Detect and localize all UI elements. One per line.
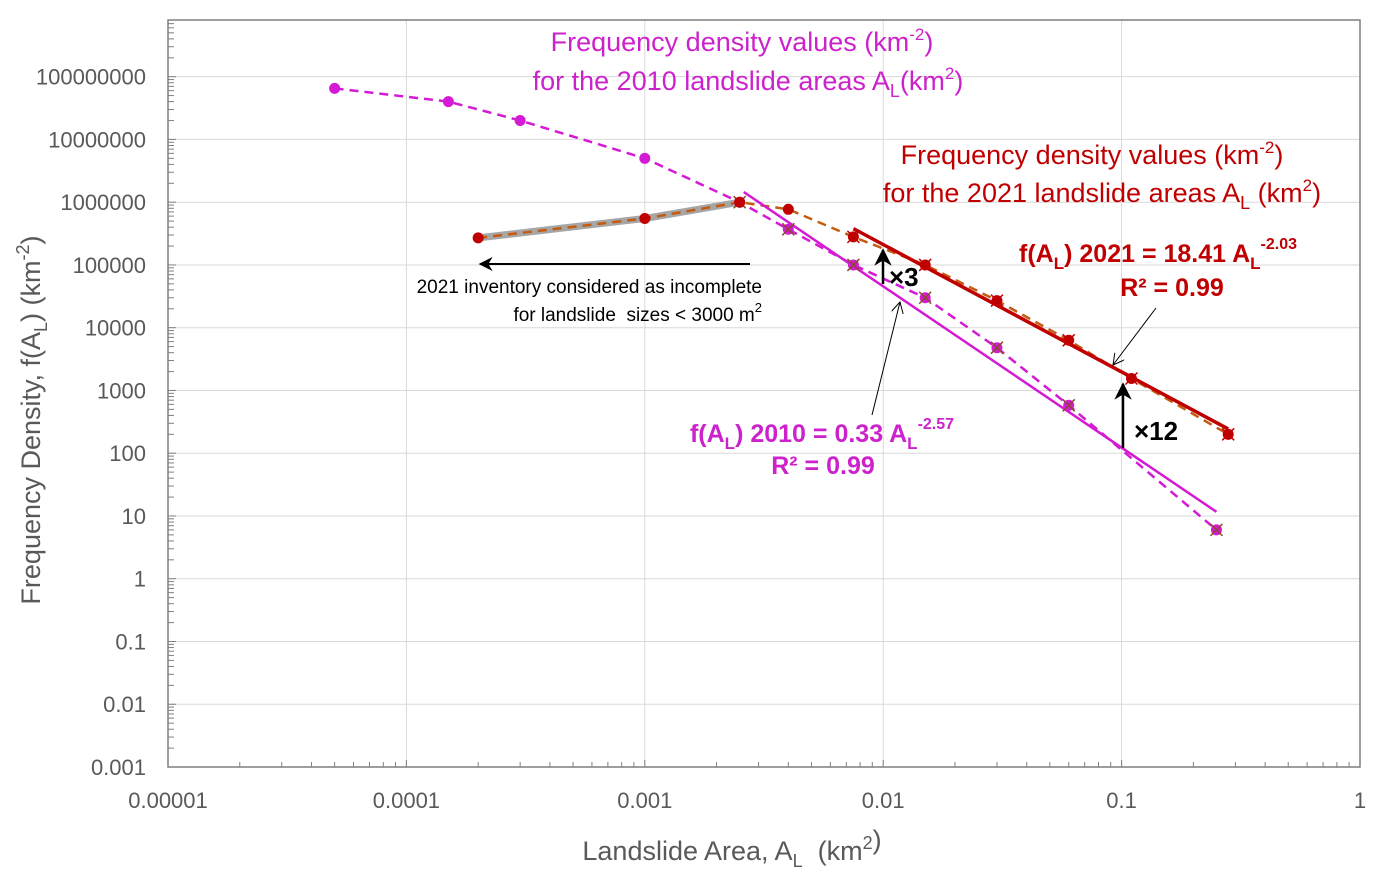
series-2010-point-cross [918, 291, 932, 305]
fit-equation-2010: f(AL) 2010 = 0.33 AL-2.57 [690, 416, 954, 453]
y-tick-label: 100 [109, 441, 146, 466]
minor-ticks [167, 19, 1350, 768]
y-tick-label: 1000 [97, 378, 146, 403]
annotation-2021-title-line2: for the 2021 landslide areas AL (km2) [883, 176, 1321, 213]
fit-equation-2021: f(AL) 2021 = 18.41 AL-2.03 [1019, 236, 1297, 273]
y-tick-label: 0.001 [91, 755, 146, 780]
x-tick-label: 0.1 [1106, 788, 1137, 813]
incomplete-note-line1: 2021 inventory considered as incomplete [417, 277, 762, 298]
series-2021-point-cross [846, 230, 860, 244]
series-2021-point [639, 212, 651, 224]
x-tick-label: 0.001 [617, 788, 672, 813]
series-2021-point-cross [1062, 333, 1076, 347]
leader-line-2021 [1113, 307, 1157, 365]
series-2021-point [472, 232, 484, 244]
y-tick-label: 100000 [73, 253, 146, 278]
x-tick-label: 1 [1354, 788, 1366, 813]
data-markers [329, 82, 1235, 537]
y-tick-label: 1000000 [60, 190, 146, 215]
series-2010-point-cross [1062, 398, 1076, 412]
series-2010-point-cross [781, 222, 795, 236]
leader-line-2010 [871, 302, 900, 416]
series-2010-line [334, 87, 1218, 531]
fit-line-2021 [852, 227, 1230, 431]
y-tick-label: 10000 [85, 316, 146, 341]
x-axis-title: Landslide Area, AL (km2) [582, 825, 881, 871]
fit-lines [743, 190, 1230, 513]
series-2021-incomplete-line [474, 198, 744, 242]
annotation-2010-title-line2: for the 2010 landslide areas AL(km2) [533, 64, 964, 101]
x-tick-label: 0.0001 [373, 788, 440, 813]
series-2010-point-cross [990, 341, 1004, 355]
series-2021-point-cross [918, 258, 932, 272]
series-2010-point [639, 152, 651, 164]
series-2010-point-cross [846, 258, 860, 272]
series-2021-point [782, 203, 794, 215]
x-axis-tick-labels: 0.00001 0.0001 0.001 0.01 0.1 1 [128, 788, 1366, 813]
series-2010-point [514, 115, 526, 127]
y-tick-label: 0.01 [103, 692, 146, 717]
series-2021-point [734, 196, 746, 208]
x-tick-label: 0.01 [862, 788, 905, 813]
r-squared-2021: R² = 0.99 [1120, 274, 1224, 302]
y-tick-label: 10 [122, 504, 146, 529]
fit-line-2010 [743, 190, 1218, 513]
annotation-2010-title-line1: Frequency density values (km-2) [551, 25, 934, 57]
factor-12-label: ×12 [1134, 416, 1178, 446]
incomplete-note-line2: for landslide sizes < 3000 m2 [513, 300, 762, 326]
series-2010-point-cross [1209, 523, 1224, 537]
y-tick-label: 1 [134, 567, 146, 592]
gridlines [168, 20, 1360, 767]
y-axis-tick-labels: 0.001 0.01 0.1 1 10 100 1000 10000 100000 1000000… [36, 65, 146, 780]
y-tick-label: 10000000 [48, 127, 146, 152]
series-2021-point-cross [990, 294, 1004, 308]
series-2010-point [329, 82, 341, 94]
annotation-2021-title-line1: Frequency density values (km-2) [901, 138, 1284, 170]
y-tick-label: 100000000 [36, 65, 146, 90]
plot-area-frame [167, 19, 1361, 768]
y-tick-label: 0.1 [115, 629, 146, 654]
series-2010-point [442, 96, 454, 108]
factor-3-label: ×3 [889, 262, 919, 292]
series-2021-point-cross [1221, 427, 1235, 441]
r-squared-2010: R² = 0.99 [771, 452, 875, 480]
y-axis-title: Frequency Density, f(AL) (km-2) [13, 235, 51, 604]
x-tick-label: 0.00001 [128, 788, 208, 813]
